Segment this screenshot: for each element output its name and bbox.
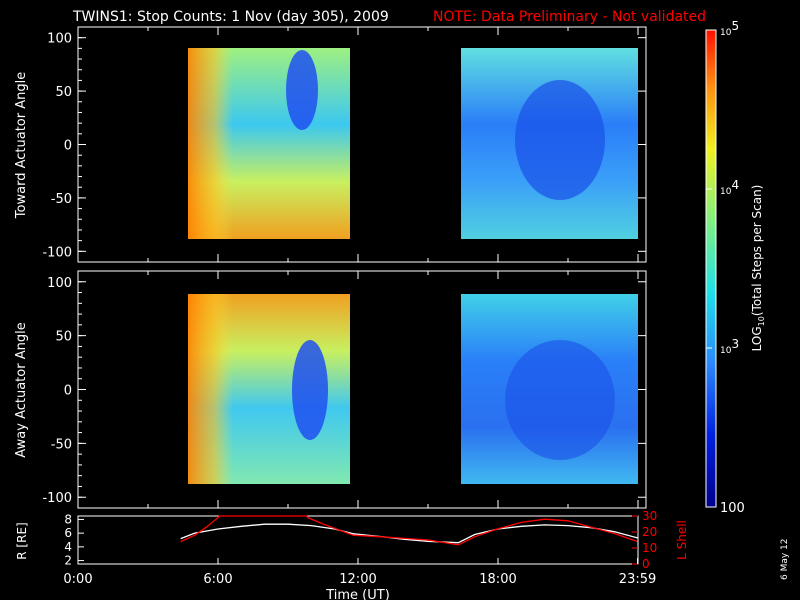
colorbar-tick-label: 103 (720, 337, 739, 356)
orbit-ytick-left-label: 8 (64, 512, 72, 526)
x-tick-label: 23:59 (619, 572, 656, 587)
toward-ytick-label: -50 (51, 192, 72, 207)
orbit-ylabel-left-text: R [RE] (15, 522, 29, 559)
toward-blue-feature-2 (515, 80, 605, 200)
away-ytick-label: 50 (55, 330, 72, 345)
away-ytick-label: 100 (47, 276, 72, 291)
x-tick-label: 18:00 (479, 572, 516, 587)
colorbar-tick-label: 100 (720, 501, 745, 516)
orbit-ytick-right-label: 10 (642, 541, 657, 555)
x-tick-label: 0:00 (63, 572, 92, 587)
orbit-ytick-left-label: 6 (64, 526, 72, 540)
r-series-line (180, 523, 638, 544)
x-tick-label: 6:00 (203, 572, 232, 587)
away-ytick-label: -100 (42, 491, 72, 506)
toward-ylabel: Toward Actuator Angle (14, 72, 29, 219)
away-ytick-label: -50 (51, 437, 72, 452)
colorbar-label-log: LOG (750, 326, 764, 351)
orbit-ytick-right-label: 30 (642, 509, 657, 523)
colorbar-tick-label: 104 (720, 178, 739, 197)
colorbar: 105 104 103 100 LOG10(Total Steps per Scan) (705, 19, 766, 516)
orbit-panel-frame (77, 515, 639, 565)
toward-ytick-label: 100 (47, 32, 72, 47)
away-panel: Away Actuator Angle 100 50 0 -50 -100 (14, 270, 647, 509)
orbit-ytick-right-label: 0 (642, 557, 650, 571)
toward-ytick-label: 50 (55, 85, 72, 100)
away-blue-feature-2 (505, 340, 615, 460)
toward-blue-feature-1 (286, 50, 318, 130)
colorbar-label: LOG10(Total Steps per Scan) (750, 185, 766, 352)
toward-left-edge-band (188, 48, 233, 239)
away-blue-feature-1 (292, 340, 328, 440)
toward-ytick-label: -100 (42, 245, 72, 260)
date-stamp: 6 May 12 (780, 538, 790, 580)
away-ytick-label: 0 (64, 384, 72, 399)
colorbar-label-rest: (Total Steps per Scan) (750, 185, 764, 317)
away-ylabel: Away Actuator Angle (14, 322, 29, 457)
colorbar-tick-label: 105 (720, 19, 739, 38)
preliminary-note: NOTE: Data Preliminary - Not validated (433, 9, 706, 25)
orbit-ytick-right-label: 20 (642, 525, 657, 539)
colorbar-gradient (705, 29, 717, 508)
orbit-ytick-left-label: 2 (64, 554, 72, 568)
orbit-ylabel-right: L Shell (675, 520, 689, 560)
toward-ytick-label: 0 (64, 139, 72, 154)
x-tick-label: 12:00 (339, 572, 376, 587)
orbit-ylabel-left: R [RE] (15, 522, 29, 559)
away-left-edge-band (188, 294, 233, 484)
colorbar-label-sub: 10 (757, 316, 766, 326)
orbit-ytick-left-label: 4 (64, 540, 72, 554)
figure-title: TWINS1: Stop Counts: 1 Nov (day 305), 20… (72, 9, 389, 25)
toward-panel: Toward Actuator Angle 100 50 0 -50 -100 (14, 26, 647, 263)
lshell-series-line (180, 515, 638, 546)
x-axis-label: Time (UT) (325, 588, 390, 600)
